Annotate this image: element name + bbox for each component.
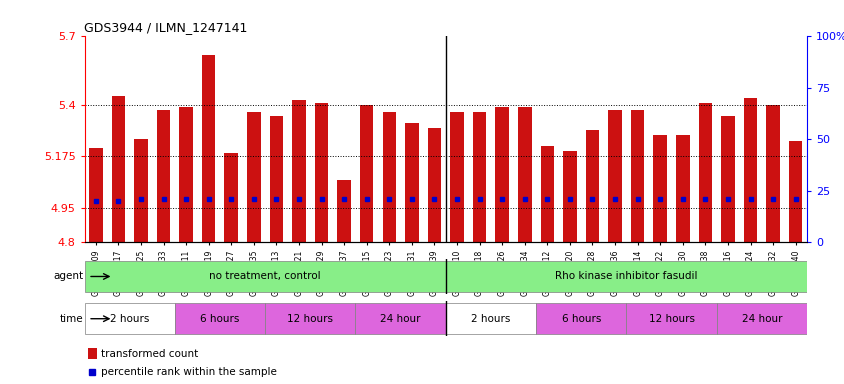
FancyBboxPatch shape: [716, 303, 806, 334]
Bar: [766, 105, 779, 242]
Text: percentile rank within the sample: percentile rank within the sample: [101, 367, 277, 377]
Text: 2 hours: 2 hours: [110, 314, 149, 324]
Bar: [225, 153, 238, 242]
Bar: [720, 116, 733, 242]
Bar: [788, 141, 802, 242]
Text: Rho kinase inhibitor fasudil: Rho kinase inhibitor fasudil: [555, 271, 697, 281]
Text: 2 hours: 2 hours: [471, 314, 510, 324]
FancyBboxPatch shape: [446, 261, 806, 292]
Bar: [382, 112, 396, 242]
FancyBboxPatch shape: [84, 261, 446, 292]
Bar: [337, 180, 350, 242]
Text: no treatment, control: no treatment, control: [209, 271, 321, 281]
Bar: [179, 107, 192, 242]
Bar: [562, 151, 576, 242]
Bar: [608, 109, 621, 242]
FancyBboxPatch shape: [355, 303, 446, 334]
FancyBboxPatch shape: [446, 303, 535, 334]
Bar: [427, 128, 441, 242]
Bar: [202, 55, 215, 242]
Bar: [157, 109, 170, 242]
Bar: [630, 109, 644, 242]
Bar: [743, 98, 756, 242]
Bar: [315, 103, 328, 242]
Text: 24 hour: 24 hour: [380, 314, 420, 324]
Text: time: time: [60, 314, 84, 324]
Bar: [404, 123, 418, 242]
Text: 24 hour: 24 hour: [741, 314, 782, 324]
Text: 6 hours: 6 hours: [561, 314, 600, 324]
Text: agent: agent: [53, 271, 84, 281]
FancyBboxPatch shape: [175, 303, 265, 334]
Bar: [292, 100, 306, 242]
Text: GDS3944 / ILMN_1247141: GDS3944 / ILMN_1247141: [84, 21, 247, 34]
Bar: [652, 135, 666, 242]
Text: 12 hours: 12 hours: [647, 314, 694, 324]
Bar: [675, 135, 689, 242]
Bar: [450, 112, 463, 242]
Bar: [517, 107, 531, 242]
Bar: [495, 107, 508, 242]
FancyBboxPatch shape: [625, 303, 716, 334]
Bar: [88, 348, 97, 359]
Bar: [246, 112, 260, 242]
FancyBboxPatch shape: [265, 303, 355, 334]
Bar: [698, 103, 711, 242]
Bar: [473, 112, 486, 242]
Bar: [360, 105, 373, 242]
Bar: [111, 96, 125, 242]
FancyBboxPatch shape: [535, 303, 625, 334]
Text: 6 hours: 6 hours: [200, 314, 240, 324]
Bar: [269, 116, 283, 242]
Bar: [585, 130, 598, 242]
Text: transformed count: transformed count: [101, 349, 198, 359]
Bar: [89, 148, 102, 242]
Bar: [540, 146, 554, 242]
Bar: [134, 139, 148, 242]
Text: 12 hours: 12 hours: [287, 314, 333, 324]
FancyBboxPatch shape: [84, 303, 175, 334]
